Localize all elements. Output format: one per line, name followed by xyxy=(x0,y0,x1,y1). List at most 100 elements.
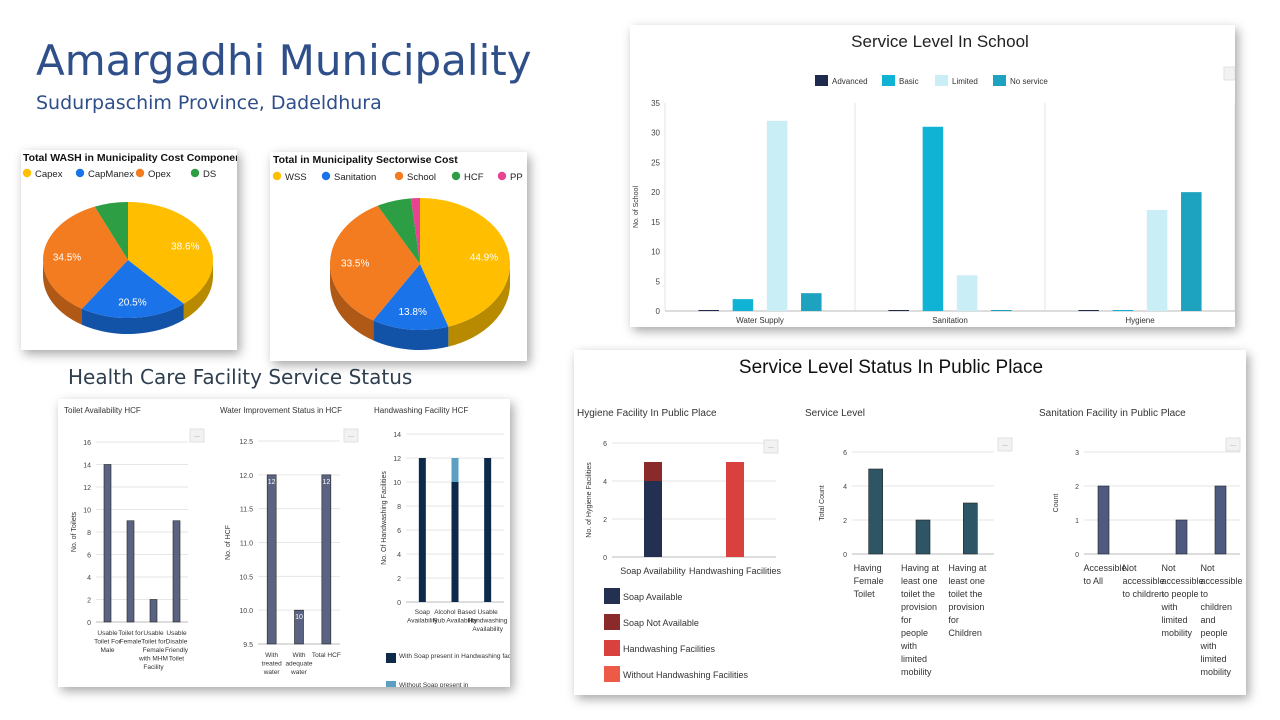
pie-slice xyxy=(410,198,420,264)
y-tick-label: 9.5 xyxy=(243,642,253,649)
bar xyxy=(149,599,158,623)
legend-label: CapManex xyxy=(88,169,134,180)
panel-title: Service Level Status In Public Place xyxy=(739,357,1043,378)
x-tick-label: Toilet xyxy=(169,656,184,663)
x-tick-label: Soap Availability xyxy=(620,566,686,576)
x-tick-label: Handwashing Facilities xyxy=(689,566,782,576)
x-tick-label: limited xyxy=(1162,615,1188,625)
chart-menu-button xyxy=(997,437,1013,452)
y-tick-label: 3 xyxy=(1075,450,1079,457)
x-tick-label: Disable xyxy=(166,639,188,646)
legend-label: With Soap present in Handwashing facilit… xyxy=(399,653,510,660)
chart-menu-button xyxy=(1223,66,1235,81)
y-tick-label: 4 xyxy=(843,484,847,491)
x-tick-label: Sanitation xyxy=(932,316,968,325)
pie-slice xyxy=(373,264,449,330)
y-tick-label: 14 xyxy=(83,463,91,470)
x-tick-label: and xyxy=(1201,615,1216,625)
menu-icon: ... xyxy=(1002,441,1008,448)
bar xyxy=(451,458,459,482)
page-subtitle: Sudurpaschim Province, Dadeldhura xyxy=(36,92,382,114)
legend-marker xyxy=(135,168,145,178)
chart-title: Service Level In School xyxy=(851,32,1029,51)
legend-label: Handwashing Facilities xyxy=(623,644,716,654)
chart-title: Hygiene Facility In Public Place xyxy=(577,408,717,419)
y-tick-label: 4 xyxy=(87,575,91,582)
bar xyxy=(321,474,332,645)
y-tick-label: 0 xyxy=(603,555,607,562)
pie-slice xyxy=(128,202,213,304)
bar xyxy=(103,464,112,623)
public-place-charts: Service Level Status In Public Place Hygi… xyxy=(577,357,1243,682)
bar-value-label: 10 xyxy=(295,614,303,621)
x-tick-label: Children xyxy=(948,628,982,638)
x-tick-label: Rub Availability xyxy=(433,618,478,625)
x-tick-label: with xyxy=(1200,641,1217,651)
legend-marker xyxy=(604,640,620,656)
legend-marker xyxy=(815,75,828,86)
cost-component-pie-card: Total WASH in Municipality Cost Componen… xyxy=(21,150,237,350)
x-tick-label: people xyxy=(1201,628,1228,638)
y-tick-label: 14 xyxy=(393,432,401,439)
legend-marker xyxy=(497,171,507,181)
bar xyxy=(766,120,788,311)
bar xyxy=(915,519,931,555)
x-tick-label: limited xyxy=(1201,654,1227,664)
y-tick-label: 0 xyxy=(1075,552,1079,559)
menu-icon: ... xyxy=(768,443,774,450)
x-tick-label: Having xyxy=(854,563,882,573)
x-tick-label: with MHM xyxy=(138,656,168,663)
x-tick-label: Water Supply xyxy=(736,316,784,325)
y-tick-label: 25 xyxy=(651,158,660,167)
legend-label: Limited xyxy=(952,77,978,86)
y-axis-label: Total Count xyxy=(819,485,826,520)
legend-marker xyxy=(993,75,1006,86)
y-tick-label: 10.5 xyxy=(239,574,253,581)
x-tick-label: to xyxy=(1201,589,1209,599)
legend-label: Soap Not Available xyxy=(623,618,699,628)
x-tick-label: Toilet xyxy=(854,589,876,599)
y-tick-label: 10 xyxy=(651,248,660,257)
y-tick-label: 10 xyxy=(393,480,401,487)
y-tick-label: 11.0 xyxy=(240,541,253,548)
y-tick-label: 2 xyxy=(87,598,91,605)
pie-slice xyxy=(43,206,128,309)
bar-value-label: 12 xyxy=(268,479,276,486)
sectorwise-cost-pie-card: Total in Municipality Sectorwise Cost WSS… xyxy=(270,152,527,361)
bar xyxy=(732,299,754,311)
legend-label: School xyxy=(407,172,436,183)
legend-marker xyxy=(386,653,396,663)
x-tick-label: accessible xyxy=(1162,576,1204,586)
x-tick-label: to All xyxy=(1084,576,1104,586)
y-tick-label: 8 xyxy=(87,530,91,537)
y-tick-label: 4 xyxy=(397,552,401,559)
x-tick-label: Toilet For xyxy=(94,639,122,646)
x-tick-label: least one xyxy=(948,576,985,586)
bar xyxy=(991,310,1012,311)
y-tick-label: 11.5 xyxy=(240,507,253,514)
y-tick-label: 2 xyxy=(843,518,847,525)
cost-component-pie-chart: Total WASH in Municipality Cost Componen… xyxy=(22,152,237,334)
bar xyxy=(644,481,662,557)
legend-marker xyxy=(272,171,282,181)
y-tick-label: 8 xyxy=(397,504,401,511)
pie-slice-side xyxy=(183,260,213,320)
bar xyxy=(868,468,883,555)
y-tick-label: 1 xyxy=(1075,518,1079,525)
legend-label: Soap Available xyxy=(623,592,682,602)
legend-marker xyxy=(935,75,948,86)
bar xyxy=(644,462,662,481)
y-tick-label: 0 xyxy=(87,620,91,627)
bar xyxy=(963,502,978,555)
hcf-status-charts: Toilet Availability HCF 0 2 4 6 8 10 12 14 16 No. … xyxy=(64,406,510,687)
x-tick-label: mobility xyxy=(901,667,932,677)
hcf-status-card: Toilet Availability HCF 0 2 4 6 8 10 12 14 16 No. … xyxy=(58,399,510,687)
pie-slice-side xyxy=(330,264,374,341)
y-tick-label: 5 xyxy=(656,277,661,286)
x-tick-label: to children xyxy=(1123,589,1165,599)
legend-marker xyxy=(22,168,32,178)
legend-marker xyxy=(604,614,620,630)
page-title: Amargadhi Municipality xyxy=(36,36,532,85)
y-tick-label: 20 xyxy=(651,188,660,197)
y-tick-label: 0 xyxy=(397,600,401,607)
